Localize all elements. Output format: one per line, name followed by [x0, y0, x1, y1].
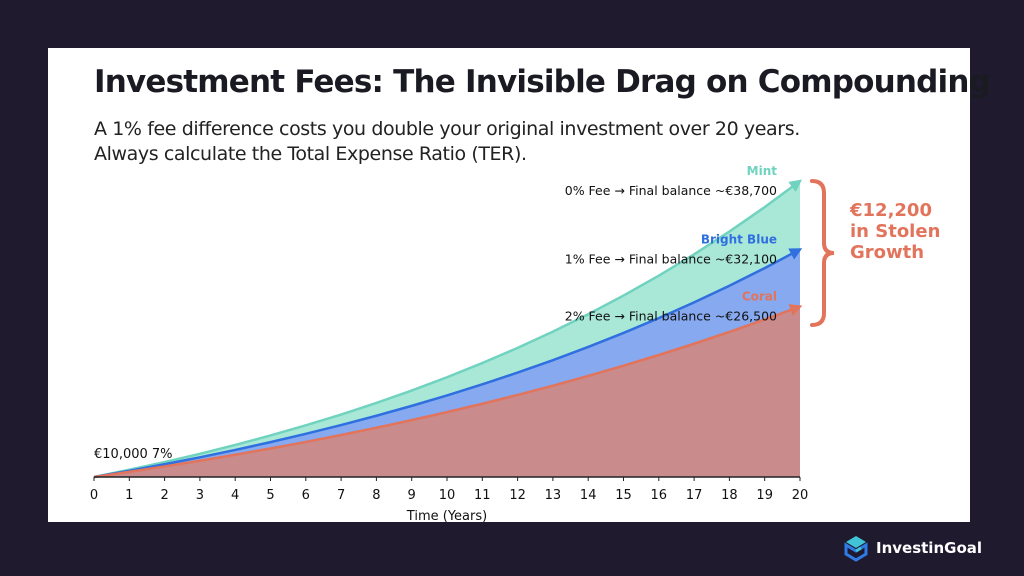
x-tick-label: 12 [509, 488, 526, 503]
series-name-label: Coral [742, 289, 777, 303]
series-name-label: Bright Blue [701, 232, 777, 246]
line-coral [93, 304, 803, 479]
area-coral [94, 306, 800, 477]
line-bright-blue [93, 248, 803, 479]
x-tick-label: 0 [90, 488, 98, 503]
chart-subtitle: A 1% fee difference costs you double you… [94, 117, 800, 167]
brand-logo: InvestinGoal [842, 534, 982, 562]
investingoal-logo-icon [844, 536, 868, 562]
x-axis-label: Time (Years) [406, 509, 487, 524]
x-tick-label: 18 [721, 488, 738, 503]
x-tick-label: 7 [337, 488, 345, 503]
x-tick-label: 2 [160, 488, 168, 503]
x-tick-label: 17 [686, 488, 703, 503]
start-annotation: €10,000 7% [94, 447, 173, 462]
x-tick-label: 13 [545, 488, 562, 503]
line-mint [93, 179, 803, 479]
x-tick-label: 3 [196, 488, 204, 503]
series-final-balance-label: 2% Fee → Final balance ~€26,500 [565, 308, 777, 323]
x-tick-label: 16 [651, 488, 668, 503]
subtitle-line-2: Always calculate the Total Expense Ratio… [94, 143, 527, 165]
series-name-label: Mint [747, 164, 778, 178]
x-tick-label: 15 [615, 488, 632, 503]
stolen-growth-label: in Stolen [850, 221, 940, 242]
x-tick-label: 6 [302, 488, 310, 503]
x-tick-label: 1 [125, 488, 133, 503]
x-tick-label: 4 [231, 488, 239, 503]
x-tick-label: 10 [439, 488, 456, 503]
x-tick-label: 14 [580, 488, 597, 503]
x-tick-label: 9 [408, 488, 416, 503]
brand-name: InvestinGoal [876, 539, 983, 557]
series-final-balance-label: 0% Fee → Final balance ~€38,700 [565, 183, 777, 198]
x-tick-label: 11 [474, 488, 491, 503]
curly-brace [810, 179, 835, 327]
x-tick-label: 20 [792, 488, 809, 503]
stolen-growth-label: €12,200 [849, 200, 932, 221]
x-tick-label: 8 [372, 488, 380, 503]
series-final-balance-label: 1% Fee → Final balance ~€32,100 [565, 251, 777, 266]
x-tick-label: 5 [266, 488, 274, 503]
subtitle-line-1: A 1% fee difference costs you double you… [94, 118, 800, 140]
x-tick-label: 19 [756, 488, 773, 503]
chart-title: Investment Fees: The Invisible Drag on C… [94, 64, 991, 100]
stolen-growth-label: Growth [850, 242, 924, 263]
